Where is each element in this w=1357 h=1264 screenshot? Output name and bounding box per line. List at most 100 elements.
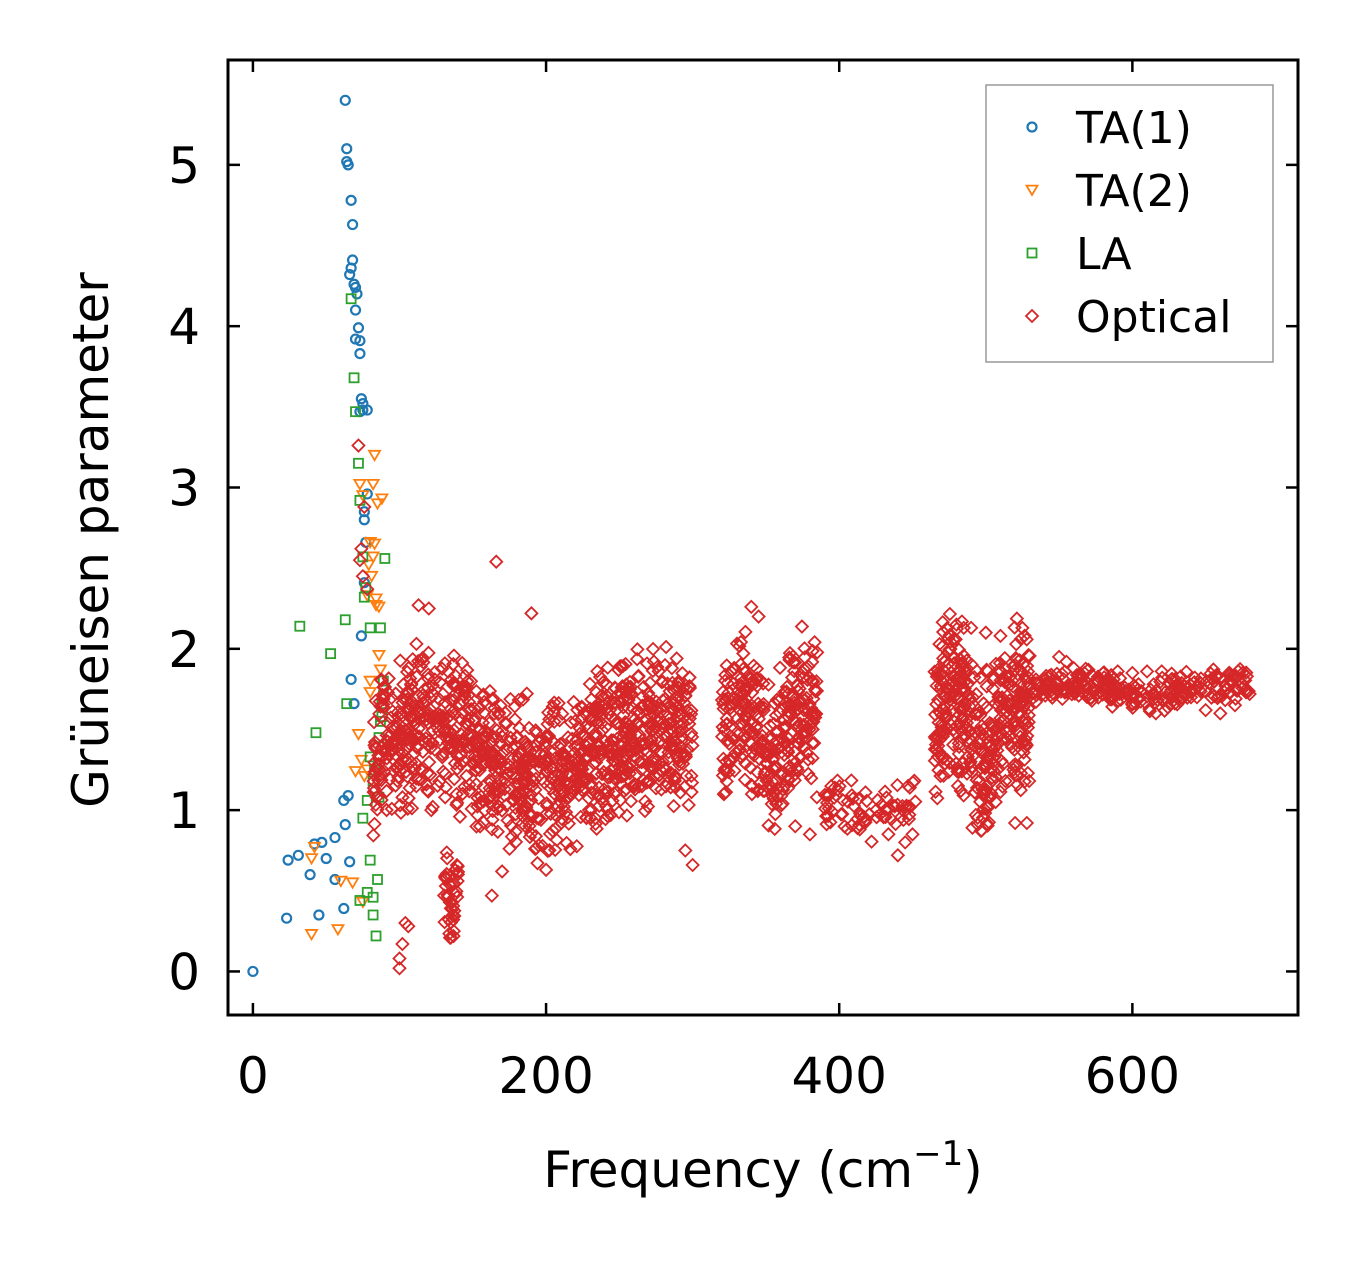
optical-point xyxy=(864,834,879,849)
optical-point xyxy=(449,884,464,899)
optical-point xyxy=(1039,675,1054,691)
optical-point xyxy=(898,799,913,815)
optical-point xyxy=(933,672,948,688)
optical-point xyxy=(757,783,772,799)
optical-point xyxy=(1014,684,1029,700)
optical-point xyxy=(375,699,391,715)
optical-point xyxy=(1010,777,1025,793)
data-point xyxy=(368,593,384,606)
optical-point xyxy=(429,719,444,734)
data-point xyxy=(1242,686,1257,702)
optical-point xyxy=(588,726,603,741)
optical-point xyxy=(490,824,506,840)
optical-point xyxy=(566,694,582,710)
optical-point xyxy=(1017,752,1032,767)
optical-point xyxy=(805,750,820,766)
optical-point xyxy=(600,808,615,824)
optical-point xyxy=(450,748,465,764)
optical-point xyxy=(664,700,680,716)
optical-point xyxy=(645,641,661,657)
optical-point xyxy=(441,912,457,927)
optical-point xyxy=(615,658,631,674)
optical-point xyxy=(818,808,834,824)
optical-point xyxy=(999,669,1014,684)
optical-point xyxy=(1144,687,1160,702)
optical-point xyxy=(599,688,614,704)
optical-point xyxy=(794,619,810,634)
data-point xyxy=(338,902,350,915)
optical-point xyxy=(935,614,950,630)
data-point xyxy=(333,875,348,888)
data-point xyxy=(357,770,372,783)
optical-point xyxy=(881,827,896,842)
optical-point xyxy=(755,676,771,691)
optical-point xyxy=(801,659,816,674)
optical-point xyxy=(575,743,591,758)
optical-point xyxy=(1189,689,1205,705)
optical-point xyxy=(552,736,568,752)
optical-point xyxy=(954,658,969,674)
optical-point xyxy=(398,741,414,756)
optical-point xyxy=(641,772,656,788)
optical-point xyxy=(652,762,668,778)
optical-point xyxy=(446,688,461,703)
optical-point xyxy=(826,790,842,806)
data-point xyxy=(379,553,391,564)
data-point xyxy=(370,930,382,942)
optical-point xyxy=(883,811,899,827)
optical-point xyxy=(518,767,533,783)
optical-point xyxy=(546,786,562,801)
optical-point xyxy=(1142,701,1157,717)
optical-point xyxy=(775,731,790,747)
data-point xyxy=(494,864,510,879)
optical-point xyxy=(542,826,558,842)
data-point xyxy=(372,874,383,885)
optical-point xyxy=(446,923,462,939)
optical-point xyxy=(676,695,692,711)
optical-point xyxy=(606,743,622,759)
optical-point xyxy=(793,667,808,682)
optical-point xyxy=(744,745,760,760)
optical-point xyxy=(560,809,576,825)
optical-point xyxy=(473,789,489,804)
optical-point xyxy=(869,809,884,825)
optical-point xyxy=(907,794,923,809)
optical-point xyxy=(518,736,534,752)
optical-point xyxy=(459,739,475,755)
data-point xyxy=(411,597,426,613)
optical-point xyxy=(1069,674,1085,690)
optical-point xyxy=(476,794,491,809)
optical-point xyxy=(613,693,628,709)
optical-point xyxy=(640,799,656,814)
optical-point xyxy=(988,656,1004,672)
optical-point xyxy=(427,742,443,757)
optical-point xyxy=(424,802,439,818)
optical-point xyxy=(1161,675,1177,690)
optical-point xyxy=(625,778,641,793)
optical-point xyxy=(946,668,961,683)
optical-point xyxy=(796,702,812,718)
optical-point xyxy=(874,797,890,813)
optical-point xyxy=(824,778,839,794)
optical-point xyxy=(993,673,1008,688)
optical-point xyxy=(366,784,381,800)
optical-point xyxy=(769,692,785,708)
optical-point xyxy=(761,746,776,762)
optical-point xyxy=(457,688,472,703)
optical-point xyxy=(415,687,431,703)
plot-frame xyxy=(226,58,1300,1017)
optical-point xyxy=(1075,676,1090,692)
optical-point xyxy=(747,726,762,741)
optical-point xyxy=(623,793,639,809)
optical-point xyxy=(797,641,812,656)
optical-point xyxy=(671,673,687,689)
data-point xyxy=(357,499,372,515)
optical-point xyxy=(1147,687,1162,702)
optical-point xyxy=(655,674,671,689)
optical-point xyxy=(414,772,429,788)
optical-point xyxy=(945,687,960,702)
optical-point xyxy=(425,799,441,815)
optical-point xyxy=(1193,671,1209,686)
data-point xyxy=(294,620,306,632)
optical-point xyxy=(673,785,688,800)
